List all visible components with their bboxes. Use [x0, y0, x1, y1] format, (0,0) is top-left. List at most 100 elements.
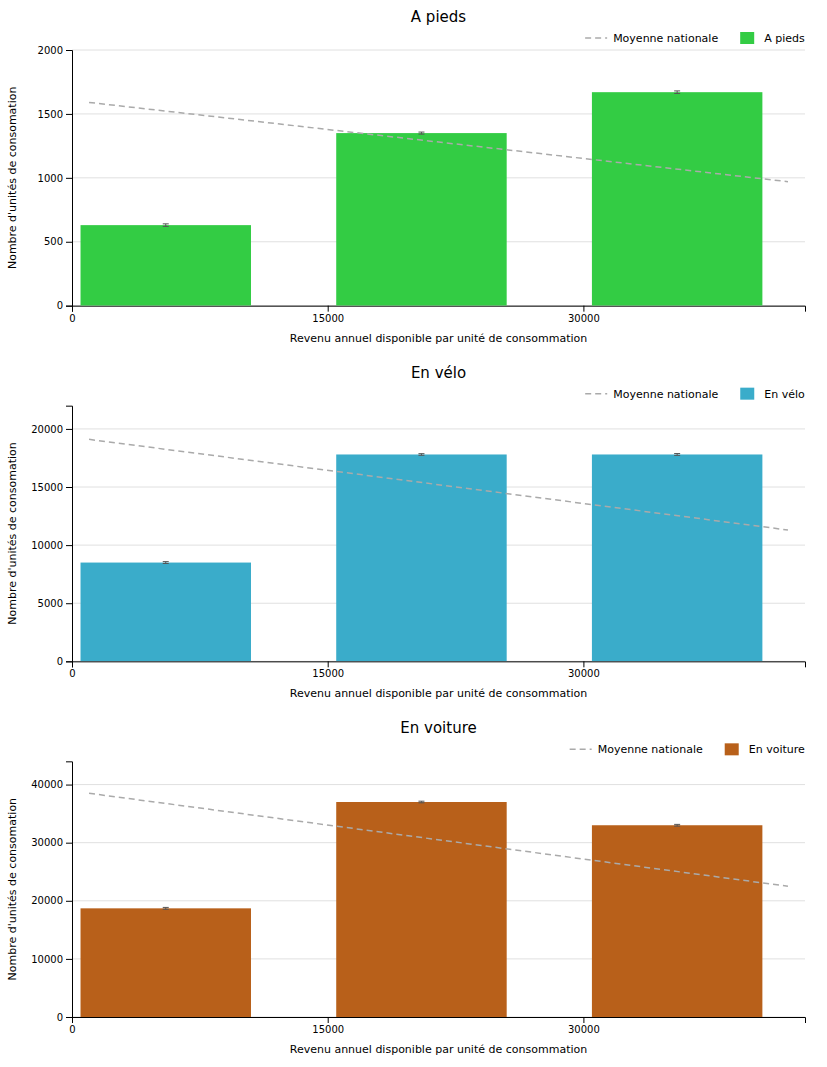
axis-line: [66, 51, 73, 307]
error-bar: [163, 562, 169, 564]
grid-line: [72, 784, 805, 785]
legend-item: A pieds: [740, 32, 805, 45]
tick: 15000: [31, 482, 72, 493]
legend-label: Moyenne nationale: [613, 32, 718, 45]
legend-label: Moyenne nationale: [613, 388, 718, 401]
grid-line: [72, 50, 805, 51]
bar-series: [81, 802, 763, 1017]
error-bar: [674, 454, 680, 456]
tick-mark: [328, 661, 329, 667]
tick-label: 30000: [31, 837, 63, 848]
tick: 15000: [312, 1017, 344, 1035]
tick-mark: [66, 242, 72, 243]
tick-label: 500: [44, 236, 63, 247]
tick: 40000: [31, 779, 72, 790]
tick-label: 2000: [38, 45, 63, 56]
marks: [81, 91, 788, 306]
tick-label: 30000: [568, 313, 600, 324]
marks: [81, 793, 788, 1017]
bar: [81, 908, 251, 1017]
legend: Moyenne nationale En vélo: [585, 388, 805, 401]
legend-item: Moyenne nationale: [585, 32, 718, 45]
error-bar: [418, 801, 424, 803]
title: En vélo: [411, 364, 466, 382]
error-bar: [674, 824, 680, 826]
bar: [592, 454, 762, 661]
tick-mark: [66, 901, 72, 902]
bar: [336, 802, 506, 1017]
tick-label: 10000: [31, 954, 63, 965]
grid-line: [72, 428, 805, 429]
panel: 0150003000005000100001500020000En véloRe…: [6, 364, 806, 701]
tick: 10000: [31, 540, 72, 551]
tick: 10000: [31, 954, 72, 965]
x-axis-title: Revenu annuel disponible par unité de co…: [290, 687, 587, 700]
tick: 1000: [38, 173, 72, 184]
x-axis: 01500030000: [69, 306, 805, 324]
bar-series: [81, 454, 763, 661]
axis-line: [66, 762, 73, 1018]
y-axis-title: Nombre d'unités de consomation: [6, 442, 19, 625]
title: A pieds: [411, 8, 466, 26]
tick-mark: [583, 1017, 584, 1023]
tick: 15000: [312, 306, 344, 324]
error-bars: [163, 91, 680, 227]
legend-label: Moyenne nationale: [598, 743, 703, 756]
tick: 15000: [312, 661, 344, 679]
tick-mark: [66, 50, 72, 51]
x-axis: 01500030000: [69, 1017, 805, 1035]
tick-label: 15000: [312, 1024, 344, 1035]
error-bar: [163, 907, 169, 909]
plot: 0 15000 30000 0 500 1000 1500 2000: [38, 45, 806, 324]
bar: [592, 92, 762, 305]
tick: 1500: [38, 109, 72, 120]
tick-label: 0: [57, 1012, 63, 1023]
tick: 2000: [38, 45, 72, 56]
tick-mark: [328, 306, 329, 312]
panel: 01500030000 0 10000 20000 30000 40000 En voitu…: [6, 719, 806, 1056]
tick-mark: [66, 487, 72, 488]
bar: [81, 563, 251, 662]
tick-label: 15000: [31, 482, 63, 493]
legend-item: Moyenne nationale: [585, 388, 718, 401]
tick: 30000: [568, 306, 600, 324]
line: [89, 439, 788, 530]
line: [89, 102, 788, 181]
title: En voiture: [400, 719, 476, 737]
legend: Moyenne nationaleEn voiture: [570, 743, 805, 756]
tick-label: 5000: [38, 598, 63, 609]
tick: 500: [44, 236, 72, 247]
tick-mark: [66, 178, 72, 179]
tick-mark: [66, 785, 72, 786]
tick: 30000: [31, 837, 72, 848]
tick-mark: [66, 429, 72, 430]
tick: 0: [57, 1012, 72, 1023]
tick-mark: [66, 843, 72, 844]
error-bar: [418, 454, 424, 456]
grid: [72, 785, 805, 1017]
tick-mark: [66, 603, 72, 604]
axis-line: [66, 406, 73, 662]
error-bars: [163, 454, 680, 564]
tick-mark: [328, 1017, 329, 1023]
legend-swatch: [725, 743, 739, 755]
tick: 0: [57, 300, 72, 311]
tick-label: 15000: [312, 668, 344, 679]
tick-mark: [66, 661, 72, 662]
line: [89, 793, 788, 886]
plot: 0150003000005000100001500020000: [31, 406, 805, 679]
legend: Moyenne nationale A pieds: [585, 32, 805, 45]
legend-swatch: [570, 749, 592, 751]
tick-mark: [66, 959, 72, 960]
bar-series: [81, 92, 763, 305]
tick-label: 20000: [31, 895, 63, 906]
tick-label: 10000: [31, 540, 63, 551]
y-axis: 0 500 1000 1500 2000: [38, 45, 73, 312]
tick: 0: [57, 656, 72, 667]
grid: [72, 429, 805, 661]
y-axis: 05000100001500020000: [31, 406, 72, 667]
tick-label: 1000: [38, 173, 63, 184]
legend-item: Moyenne nationale: [570, 743, 703, 756]
error-bars: [163, 801, 680, 909]
legend-label: En vélo: [764, 388, 805, 401]
